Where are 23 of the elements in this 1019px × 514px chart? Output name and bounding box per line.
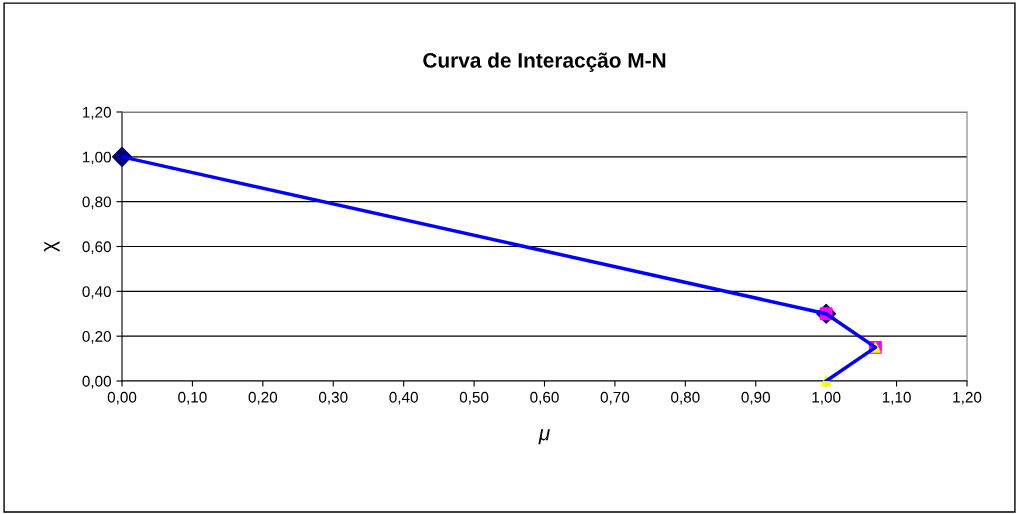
x-tick-label: 0,00	[107, 391, 137, 405]
chart-title: Curva de Interacção M-N	[423, 52, 666, 72]
x-tick-label: 0,30	[318, 391, 348, 405]
x-tick-label: 0,80	[671, 391, 700, 405]
x-tick-label: 1,20	[953, 391, 982, 405]
x-axis-title: μ	[538, 429, 550, 445]
x-tick-label: 0,70	[600, 391, 630, 405]
x-tick-label: 0,40	[389, 391, 418, 405]
x-tick-label: 1,00	[812, 391, 841, 405]
x-tick-label: 0,50	[459, 391, 489, 405]
y-tick-label: 0,60	[82, 241, 111, 254]
y-axis-title: χ	[44, 241, 60, 252]
y-tick-label: 0,00	[82, 375, 111, 389]
x-tick-label: 1,10	[882, 391, 911, 405]
x-tick-label: 0,60	[530, 391, 559, 405]
x-tick-label: 0,10	[178, 391, 207, 405]
x-tick-label: 0,20	[248, 391, 278, 405]
y-tick-label: 1,20	[83, 106, 111, 120]
y-tick-label: 0,40	[82, 286, 111, 299]
x-tick-label: 0,90	[741, 391, 771, 405]
y-tick-label: 0,20	[82, 331, 111, 344]
y-tick-label: 1,00	[83, 151, 111, 165]
y-tick-label: 0,80	[82, 196, 111, 210]
